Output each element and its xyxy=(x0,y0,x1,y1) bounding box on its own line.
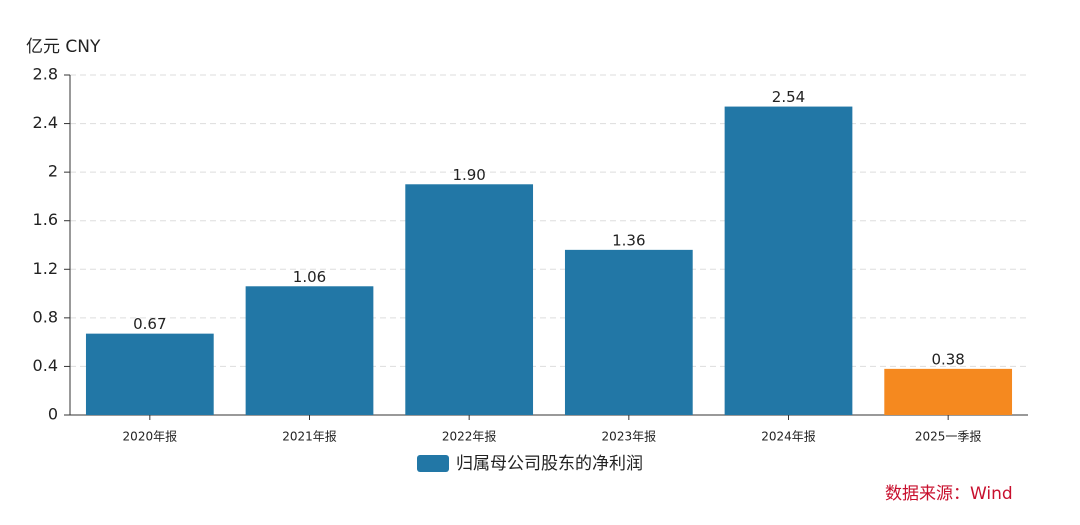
x-tick-label: 2023年报 xyxy=(602,429,657,444)
y-tick-label: 2.4 xyxy=(33,113,58,132)
value-label: 1.90 xyxy=(452,166,485,184)
x-tick-label: 2020年报 xyxy=(123,429,178,444)
bar xyxy=(564,249,693,415)
value-label: 1.06 xyxy=(293,268,326,286)
value-label: 0.67 xyxy=(133,315,166,333)
value-label: 2.54 xyxy=(772,88,805,106)
x-tick-label: 2022年报 xyxy=(442,429,497,444)
source-note: 数据来源：Wind xyxy=(885,484,1013,504)
y-tick-label: 0 xyxy=(48,405,58,424)
y-tick-label: 1.6 xyxy=(33,210,58,229)
legend-label: 归属母公司股东的净利润 xyxy=(456,454,643,474)
bar xyxy=(85,333,214,415)
y-axis-label: 亿元 CNY xyxy=(26,37,101,57)
bar xyxy=(405,184,534,415)
y-tick-label: 0.8 xyxy=(33,307,58,326)
legend-swatch xyxy=(417,455,449,472)
bar xyxy=(724,106,853,416)
x-tick-label: 2025一季报 xyxy=(915,429,982,444)
x-tick-label: 2021年报 xyxy=(282,429,337,444)
y-tick-label: 2 xyxy=(48,162,58,181)
bar xyxy=(245,286,374,415)
y-tick-label: 2.8 xyxy=(33,65,58,84)
y-tick-label: 0.4 xyxy=(33,356,58,375)
y-tick-label: 1.2 xyxy=(33,259,58,278)
x-tick-label: 2024年报 xyxy=(761,429,816,444)
value-label: 1.36 xyxy=(612,231,645,249)
value-label: 0.38 xyxy=(931,350,964,368)
bar xyxy=(884,368,1013,415)
